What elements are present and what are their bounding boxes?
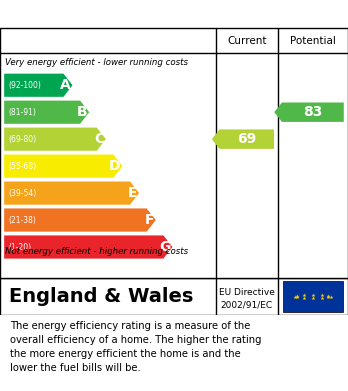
Text: England & Wales: England & Wales bbox=[9, 287, 193, 306]
Text: B: B bbox=[77, 105, 87, 119]
Polygon shape bbox=[4, 74, 72, 97]
Text: 83: 83 bbox=[303, 105, 323, 119]
Polygon shape bbox=[4, 181, 139, 204]
Polygon shape bbox=[4, 100, 89, 124]
Text: Very energy efficient - lower running costs: Very energy efficient - lower running co… bbox=[5, 58, 188, 67]
Polygon shape bbox=[4, 208, 156, 231]
Text: Current: Current bbox=[227, 36, 267, 45]
Text: (39-54): (39-54) bbox=[8, 188, 37, 197]
Text: EU Directive: EU Directive bbox=[219, 287, 275, 296]
Text: The energy efficiency rating is a measure of the
overall efficiency of a home. T: The energy efficiency rating is a measur… bbox=[10, 321, 262, 373]
Text: D: D bbox=[109, 159, 121, 173]
Text: (1-20): (1-20) bbox=[8, 242, 31, 251]
Text: (21-38): (21-38) bbox=[8, 215, 36, 224]
Polygon shape bbox=[274, 102, 344, 122]
Polygon shape bbox=[4, 127, 106, 151]
Text: A: A bbox=[60, 78, 71, 92]
Text: E: E bbox=[128, 186, 137, 200]
Text: (92-100): (92-100) bbox=[8, 81, 41, 90]
Bar bbox=[283, 281, 343, 312]
Text: (69-80): (69-80) bbox=[8, 135, 37, 143]
Text: Not energy efficient - higher running costs: Not energy efficient - higher running co… bbox=[5, 247, 188, 256]
Text: F: F bbox=[144, 213, 154, 227]
Text: Energy Efficiency Rating: Energy Efficiency Rating bbox=[9, 7, 219, 22]
Polygon shape bbox=[212, 129, 274, 149]
Text: 69: 69 bbox=[237, 132, 256, 146]
Text: (81-91): (81-91) bbox=[8, 108, 36, 117]
Text: Potential: Potential bbox=[290, 36, 336, 45]
Text: 2002/91/EC: 2002/91/EC bbox=[221, 300, 273, 309]
Polygon shape bbox=[4, 235, 172, 258]
Polygon shape bbox=[4, 154, 122, 178]
Text: C: C bbox=[94, 132, 104, 146]
Text: (55-68): (55-68) bbox=[8, 161, 37, 170]
Text: G: G bbox=[159, 240, 171, 254]
